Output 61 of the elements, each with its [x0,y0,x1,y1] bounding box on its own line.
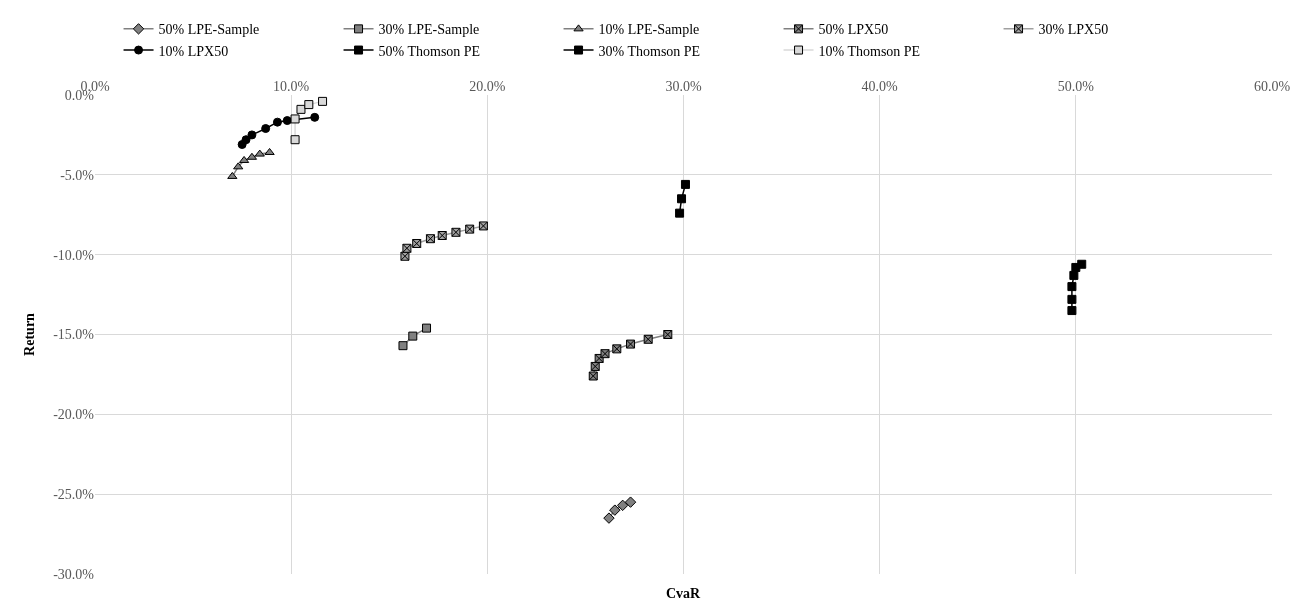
point [1077,259,1087,269]
point [478,221,488,231]
point [227,171,238,179]
point [616,499,629,512]
point [318,96,328,106]
point [241,135,251,145]
legend-label: 50% Thomson PE [378,43,481,59]
x-tick-label: 10.0% [273,79,310,95]
legend-label: 30% LPE-Sample [378,22,480,38]
point [603,512,615,524]
x-axis-title: CvaR [666,586,702,601]
point [1067,294,1077,304]
legend-label: 10% Thomson PE [818,43,921,59]
legend-label: 10% LPX50 [158,43,229,59]
point [675,208,685,218]
point [451,227,461,237]
x-tick-label: 20.0% [469,79,506,95]
point [272,117,282,127]
x-tick-label: 40.0% [861,79,899,95]
point [1067,306,1077,316]
point [624,496,637,508]
legend-label: 30% LPX50 [1038,22,1109,38]
point [254,149,265,157]
point [261,124,271,134]
x-tick-label: 50.0% [1057,79,1095,95]
x-tick-label: 30.0% [665,79,702,95]
point [609,504,621,516]
legend-label: 50% LPX50 [818,22,889,38]
y-axis-title: Return [21,312,37,356]
y-tick-label: -25.0% [53,487,95,503]
point [465,224,475,234]
y-tick-label: -10.0% [53,247,95,263]
point [233,162,244,170]
point [600,349,610,359]
point [680,179,690,189]
legend-label: 30% Thomson PE [598,43,701,59]
point [402,243,412,253]
point [290,135,300,145]
point [296,104,306,114]
point [398,341,408,351]
point [422,323,432,333]
point [626,339,636,349]
legend-label: 50% LPE-Sample [158,22,260,38]
point [1067,282,1077,292]
y-tick-label: -15.0% [53,327,95,343]
point [588,371,598,381]
point [408,331,418,341]
point [304,100,314,110]
legend-label: 10% LPE-Sample [598,22,700,38]
point [264,147,275,155]
point [247,130,257,140]
point [310,112,320,122]
point [1069,270,1079,280]
x-tick-label: 60.0% [1253,79,1291,95]
point [400,251,410,261]
y-tick-label: -20.0% [53,407,95,423]
point [612,344,622,354]
point [677,194,687,204]
y-tick-label: -5.0% [60,167,95,183]
point [290,114,300,124]
y-tick-label: -30.0% [53,566,95,582]
